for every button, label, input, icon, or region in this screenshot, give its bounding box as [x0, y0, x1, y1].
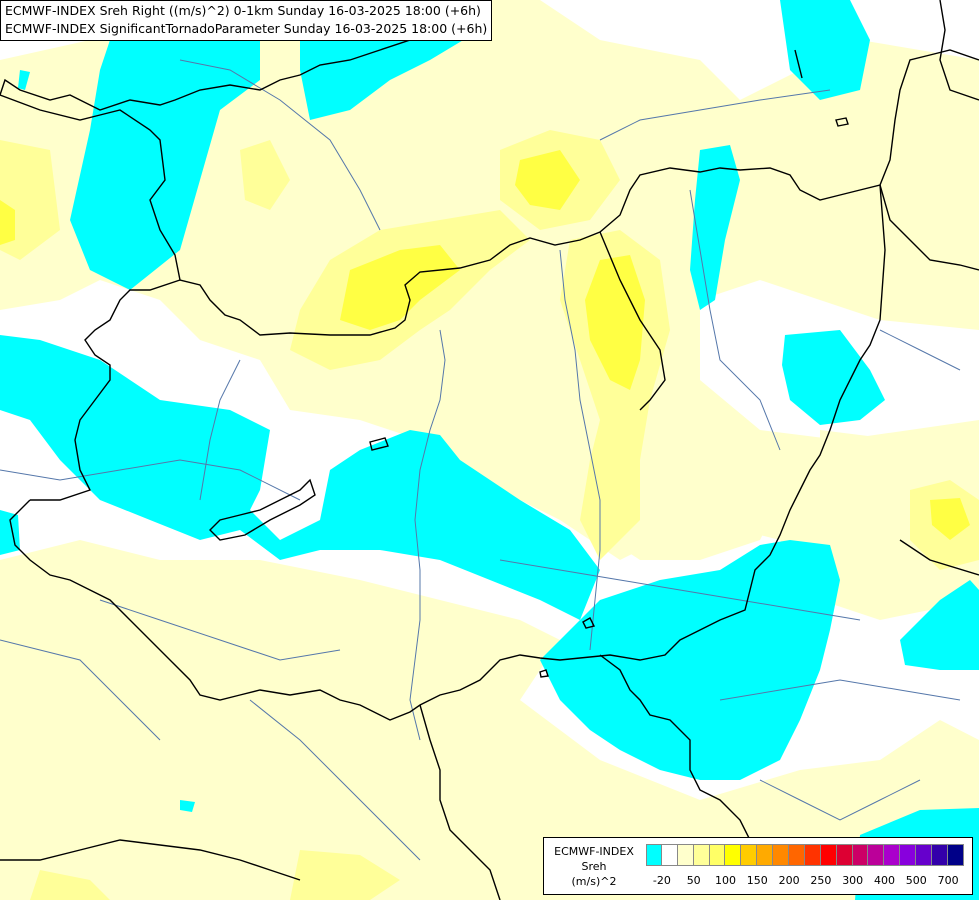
legend-swatch — [661, 844, 678, 866]
legend-tick-label: 300 — [842, 874, 864, 887]
legend-swatch — [757, 844, 774, 866]
legend-swatch — [852, 844, 869, 866]
legend-tick-label: 200 — [778, 874, 800, 887]
legend-swatch — [836, 844, 853, 866]
legend-tick-label: 500 — [905, 874, 927, 887]
legend-variable: Sreh — [581, 860, 607, 873]
legend-swatch — [820, 844, 837, 866]
legend-swatch — [932, 844, 948, 866]
legend-tick-label: -20 — [652, 874, 671, 887]
legend-swatch — [804, 844, 821, 866]
legend-swatch — [900, 844, 917, 866]
legend-model: ECMWF-INDEX — [554, 845, 634, 858]
legend-unit: (m/s)^2 — [571, 875, 617, 888]
color-legend: ECMWF-INDEX Sreh (m/s)^2 -20 50 100 150 200 2… — [543, 837, 973, 895]
legend-tick-label: 150 — [746, 874, 768, 887]
sreh-yellow-cores — [0, 150, 970, 540]
legend-swatch — [773, 844, 790, 866]
legend-swatch — [947, 844, 964, 866]
legend-tick-label: 700 — [937, 874, 959, 887]
legend-swatch — [725, 844, 742, 866]
legend-swatch — [916, 844, 933, 866]
legend-swatch — [709, 844, 726, 866]
legend-swatch — [677, 844, 694, 866]
title-line-stp: ECMWF-INDEX SignificantTornadoParameter … — [5, 21, 488, 36]
map-title-box: ECMWF-INDEX Sreh Right ((m/s)^2) 0-1km S… — [0, 0, 493, 41]
legend-swatch — [646, 844, 662, 866]
legend-swatch — [693, 844, 710, 866]
legend-swatch — [741, 844, 758, 866]
legend-swatch — [789, 844, 805, 866]
legend-swatch — [868, 844, 885, 866]
legend-tick-label: 50 — [686, 874, 701, 887]
legend-tick-label: 100 — [715, 874, 736, 887]
legend-tick-label: 400 — [874, 874, 895, 887]
legend-label: ECMWF-INDEX Sreh (m/s)^2 — [546, 844, 642, 889]
legend-swatch — [884, 844, 901, 866]
title-line-sreh: ECMWF-INDEX Sreh Right ((m/s)^2) 0-1km S… — [5, 3, 481, 18]
legend-color-scale — [646, 844, 964, 866]
rivers — [0, 59, 961, 861]
legend-tick-label: 250 — [810, 874, 832, 887]
